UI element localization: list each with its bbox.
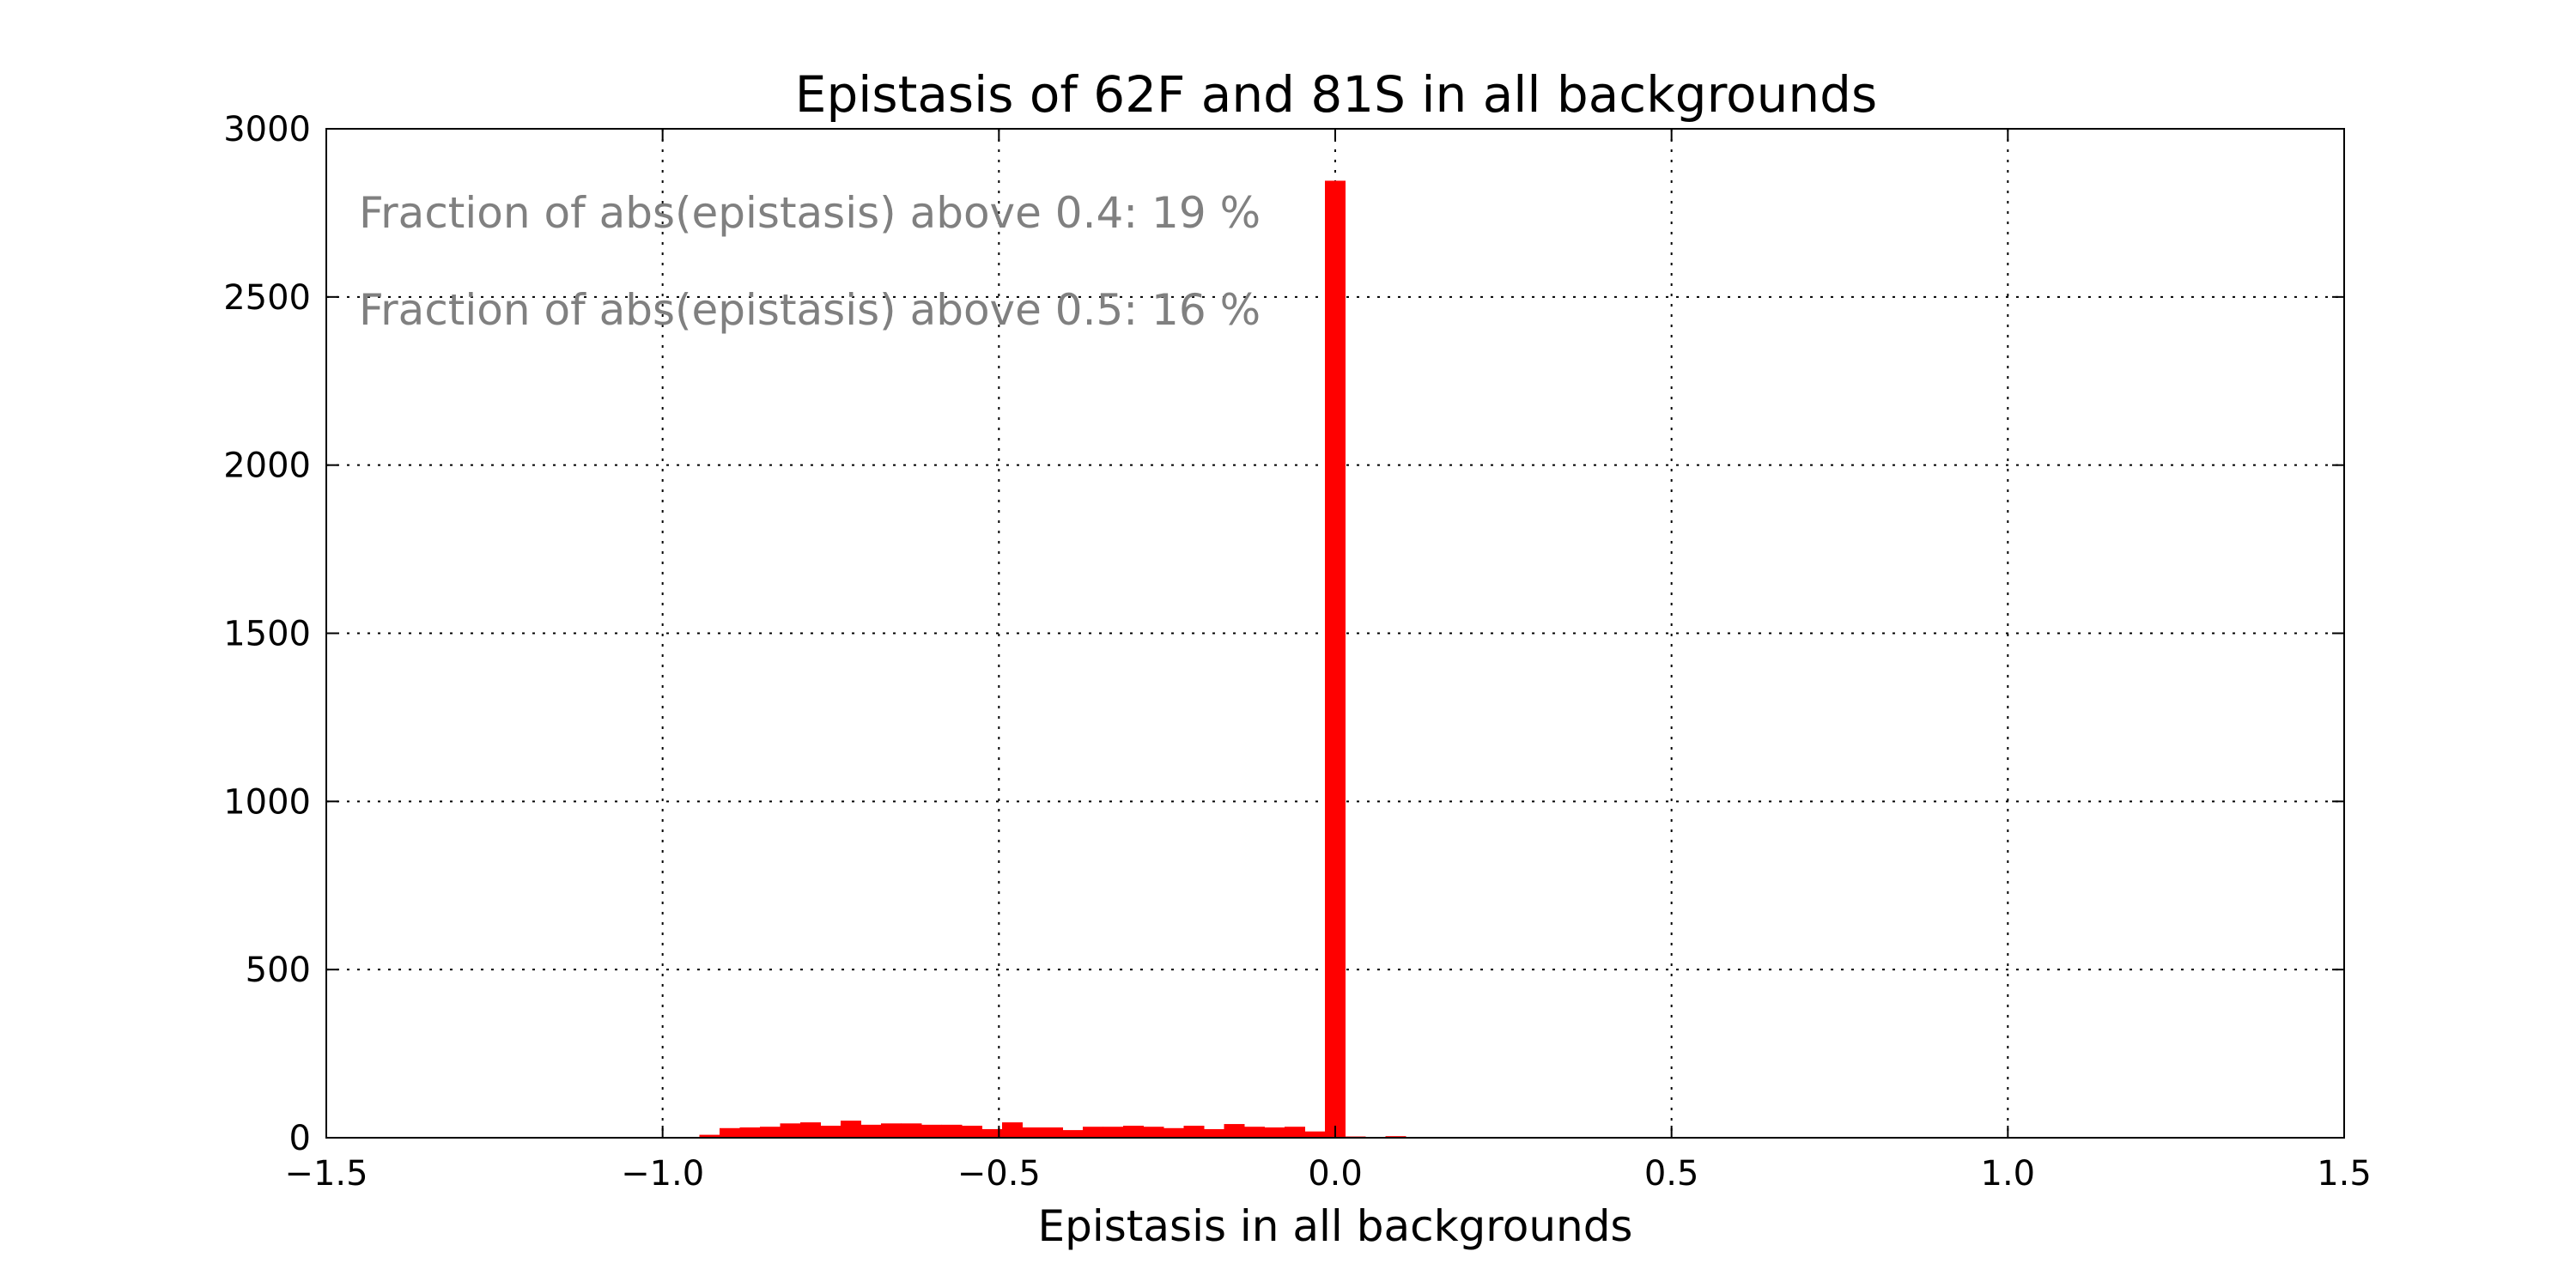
histogram-bar: [780, 1123, 801, 1139]
x-tick-label: 0.0: [1308, 1154, 1363, 1194]
histogram-bar: [901, 1123, 922, 1139]
x-tick-label: 1.5: [2317, 1154, 2372, 1194]
histogram-bar: [1002, 1122, 1023, 1139]
histogram-bar: [720, 1127, 740, 1139]
histogram-bar: [1244, 1127, 1265, 1139]
y-tick-label: 1500: [223, 615, 311, 654]
x-tick-label: −1.0: [621, 1154, 704, 1194]
histogram-bar: [1304, 1131, 1326, 1139]
x-tick-labels: −1.5 −1.0 −0.5 0.0 0.5 1.0 1.5: [284, 1154, 2371, 1194]
histogram-bar: [739, 1127, 761, 1139]
histogram-bar: [1042, 1127, 1063, 1139]
histogram-bar: [1183, 1126, 1205, 1139]
histogram-bar: [1083, 1127, 1103, 1139]
histogram-bar: [860, 1124, 882, 1139]
y-tick-label: 3000: [223, 110, 311, 149]
histogram-bar: [820, 1126, 841, 1139]
x-tick-label: 1.0: [1981, 1154, 2036, 1194]
histogram-bar: [1123, 1126, 1144, 1139]
axis-ticks: [325, 128, 2345, 1139]
histogram-bars: [699, 180, 1406, 1139]
chart-title: Epistasis of 62F and 81S in all backgrou…: [795, 65, 1877, 124]
x-tick-label: −0.5: [957, 1154, 1041, 1194]
histogram-bar: [1204, 1128, 1224, 1139]
y-tick-label: 500: [246, 951, 311, 990]
histogram-bar: [1062, 1130, 1084, 1139]
histogram-bar: [841, 1121, 861, 1139]
histogram-bar: [881, 1123, 902, 1139]
y-tick-label: 1000: [223, 782, 311, 822]
x-tick-label: 0.5: [1644, 1154, 1699, 1194]
histogram-bar: [800, 1122, 821, 1139]
histogram-bar: [1022, 1127, 1043, 1139]
annotation-fraction-above-0-5: Fraction of abs(epistasis) above 0.5: 16…: [359, 285, 1261, 335]
histogram-bar: [1224, 1124, 1245, 1139]
histogram-bar: [941, 1124, 963, 1139]
histogram-bar: [1285, 1127, 1305, 1139]
histogram-bar: [1264, 1127, 1285, 1139]
y-tick-label: 2000: [223, 447, 311, 486]
y-tick-label: 0: [289, 1119, 311, 1158]
x-axis-label: Epistasis in all backgrounds: [1038, 1201, 1633, 1251]
histogram-bar: [1143, 1127, 1164, 1139]
histogram-bar: [1163, 1127, 1184, 1139]
histogram-bar: [921, 1124, 942, 1139]
histogram-bar: [1103, 1127, 1124, 1139]
histogram-bar: [1325, 180, 1346, 1139]
annotation-fraction-above-0-4: Fraction of abs(epistasis) above 0.4: 19…: [359, 188, 1261, 238]
y-tick-label: 2500: [223, 278, 311, 318]
histogram-bar: [760, 1127, 781, 1139]
x-tick-label: −1.5: [284, 1154, 368, 1194]
y-tick-labels: 0 500 1000 1500 2000 2500 3000: [223, 110, 311, 1158]
histogram-bar: [962, 1126, 982, 1139]
